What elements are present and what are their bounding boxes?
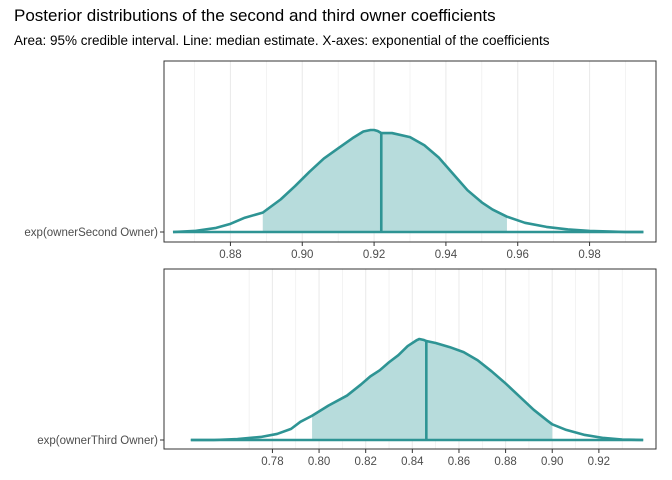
- panel-border: [163, 268, 657, 450]
- x-tick-label: 0.96: [507, 249, 529, 261]
- panel-1: 0.88 0.90 0.92 0.94 0.96 0.98 exp(ownerSecond …: [24, 60, 657, 261]
- x-tick-label: 0.92: [363, 249, 385, 261]
- x-tick-label: 0.98: [578, 249, 600, 261]
- y-axis-label: exp(ownerThird Owner): [37, 435, 158, 447]
- x-tick-label: 0.84: [401, 456, 424, 468]
- panel-border: [163, 60, 657, 243]
- x-tick-label: 0.88: [219, 249, 241, 261]
- credible-interval-area: [312, 339, 553, 440]
- chart-subtitle: Area: 95% credible interval. Line: media…: [14, 33, 550, 48]
- chart-title: Posterior distributions of the second an…: [14, 6, 496, 25]
- x-tick-label: 0.78: [261, 456, 283, 468]
- credible-interval-area: [262, 130, 507, 232]
- y-axis-label: exp(ownerSecond Owner): [24, 227, 158, 239]
- x-tick-label: 0.92: [588, 456, 610, 468]
- x-tick-label: 0.90: [291, 249, 313, 261]
- x-tick-label: 0.94: [435, 249, 458, 261]
- x-tick-label: 0.82: [355, 456, 377, 468]
- x-tick-label: 0.86: [448, 456, 470, 468]
- density-curve: [190, 337, 644, 442]
- x-tick-label: 0.80: [308, 456, 330, 468]
- panel-2: 0.78 0.80 0.82 0.84 0.86 0.88 0.90 0.92 exp(owne…: [37, 268, 657, 468]
- x-tick-label: 0.88: [494, 456, 516, 468]
- x-tick-label: 0.90: [541, 456, 563, 468]
